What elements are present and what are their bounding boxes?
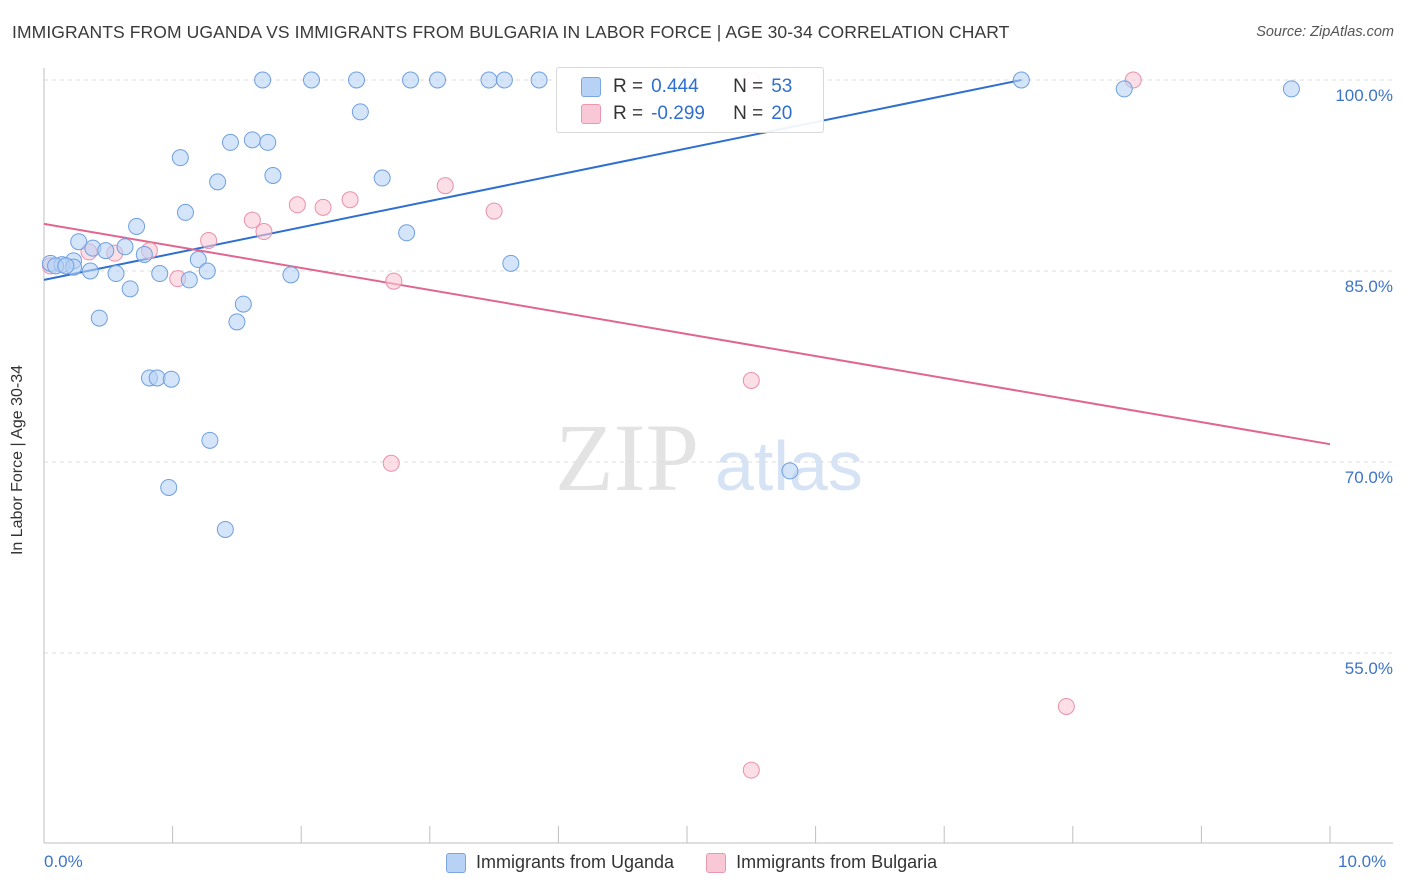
data-point-uganda xyxy=(221,133,239,151)
data-point-uganda xyxy=(97,242,115,260)
data-point-uganda xyxy=(151,265,169,283)
data-point-uganda xyxy=(198,262,216,280)
legend-swatch-uganda xyxy=(581,77,601,97)
data-point-uganda xyxy=(264,167,282,184)
legend-r-value: 0.444 xyxy=(651,76,699,97)
gridlines xyxy=(44,79,1393,654)
data-point-uganda xyxy=(189,251,207,269)
data-point-bulgaria xyxy=(255,223,273,241)
legend-r-label: R = xyxy=(613,76,644,97)
legend-n-value: 53 xyxy=(771,76,793,97)
data-point-bulgaria xyxy=(385,272,403,290)
uganda-points xyxy=(41,71,1300,538)
data-point-uganda xyxy=(162,370,180,388)
data-point-uganda xyxy=(81,262,99,280)
data-point-uganda xyxy=(1282,80,1300,98)
data-point-bulgaria xyxy=(382,454,400,472)
source-credit: Source: ZipAtlas.com xyxy=(1256,24,1394,40)
legend-r-value: -0.299 xyxy=(651,103,705,124)
y-tick-label-100: 100.0% xyxy=(1335,86,1393,105)
data-point-uganda xyxy=(70,233,88,251)
data-point-uganda xyxy=(216,520,234,538)
legend-label-bulgaria: Immigrants from Bulgaria xyxy=(736,852,938,872)
data-point-uganda xyxy=(180,271,198,289)
data-point-uganda xyxy=(148,369,166,387)
zipatlas-watermark: ZIP atlas xyxy=(555,404,863,511)
y-tick-label-70: 70.0% xyxy=(1344,468,1393,487)
y-axis-label: In Labor Force | Age 30-34 xyxy=(9,364,26,556)
data-point-uganda xyxy=(234,295,252,313)
series-legend: Immigrants from Uganda Immigrants from B… xyxy=(446,852,969,873)
legend-swatch-bulgaria xyxy=(706,852,727,873)
data-point-uganda xyxy=(530,71,548,89)
legend-row-uganda: R = 0.444 N = 53 xyxy=(581,74,792,100)
axes xyxy=(43,68,1393,844)
data-point-uganda xyxy=(57,257,75,275)
data-point-uganda xyxy=(259,133,277,151)
data-point-uganda xyxy=(282,266,300,284)
data-point-uganda xyxy=(228,313,246,331)
data-point-uganda xyxy=(135,245,153,263)
data-point-uganda xyxy=(347,71,365,89)
data-point-uganda xyxy=(495,71,513,89)
data-point-bulgaria xyxy=(243,211,261,229)
data-point-uganda xyxy=(201,431,219,449)
data-point-uganda xyxy=(781,462,799,480)
correlation-legend: R = 0.444 N = 53 R = -0.299 N = 20 xyxy=(556,67,824,133)
data-point-uganda xyxy=(1012,71,1030,89)
data-point-uganda xyxy=(107,265,125,283)
data-point-uganda xyxy=(302,71,320,89)
data-point-uganda xyxy=(160,478,178,496)
data-point-uganda xyxy=(176,203,194,221)
data-point-uganda xyxy=(373,169,391,187)
data-point-uganda xyxy=(121,280,139,298)
data-point-uganda xyxy=(209,173,227,191)
legend-n-label: N = xyxy=(733,76,764,97)
legend-swatch-uganda xyxy=(446,852,466,873)
trendline-bulgaria xyxy=(43,222,1331,446)
data-point-uganda xyxy=(351,103,369,121)
data-point-uganda xyxy=(502,254,520,272)
data-point-bulgaria xyxy=(314,198,332,216)
data-point-uganda xyxy=(429,71,447,89)
y-tick-label-85: 85.0% xyxy=(1344,277,1393,296)
legend-item-bulgaria: Immigrants from Bulgaria xyxy=(706,852,937,873)
legend-row-bulgaria: R = -0.299 N = 20 xyxy=(581,101,792,127)
data-point-uganda xyxy=(254,71,272,89)
data-point-bulgaria xyxy=(742,372,760,390)
legend-n-label: N = xyxy=(733,103,764,124)
data-point-uganda xyxy=(243,131,261,149)
chart-title: IMMIGRANTS FROM UGANDA VS IMMIGRANTS FRO… xyxy=(12,22,1010,42)
data-point-bulgaria xyxy=(1057,697,1075,715)
data-point-uganda xyxy=(171,149,189,167)
data-point-uganda xyxy=(128,217,146,235)
legend-item-uganda: Immigrants from Uganda xyxy=(446,852,674,873)
legend-r-label: R = xyxy=(613,103,644,124)
data-point-bulgaria xyxy=(200,231,218,249)
x-tick-label-min: 0.0% xyxy=(44,852,83,871)
legend-swatch-bulgaria xyxy=(581,104,601,124)
data-point-uganda xyxy=(116,238,134,256)
data-point-uganda xyxy=(90,309,108,327)
data-point-bulgaria xyxy=(742,761,760,779)
data-point-bulgaria xyxy=(341,191,359,209)
data-point-bulgaria xyxy=(485,202,503,220)
data-point-bulgaria xyxy=(436,177,454,195)
watermark-zip: ZIP xyxy=(555,404,699,511)
data-point-uganda xyxy=(402,71,420,89)
data-point-uganda xyxy=(398,224,416,242)
y-tick-label-55: 55.0% xyxy=(1344,659,1393,678)
data-point-uganda xyxy=(480,71,498,89)
data-point-bulgaria xyxy=(288,196,306,214)
trendlines xyxy=(43,79,1331,446)
legend-label-uganda: Immigrants from Uganda xyxy=(476,852,675,872)
data-point-uganda xyxy=(1115,80,1133,98)
legend-n-value: 20 xyxy=(771,103,793,124)
x-tick-label-max: 10.0% xyxy=(1338,852,1387,871)
